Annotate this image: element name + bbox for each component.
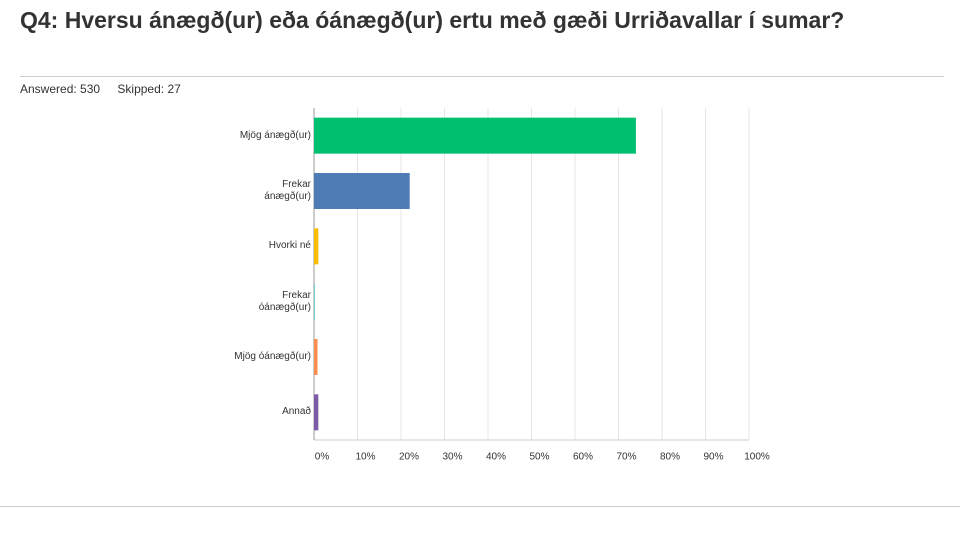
- divider: [0, 506, 960, 507]
- y-tick-label: Mjög ánægð(ur): [239, 129, 311, 141]
- x-tick-label: 60%: [573, 452, 593, 463]
- x-tick-label: 30%: [442, 452, 462, 463]
- bar: [314, 283, 315, 320]
- x-tick-label: 90%: [703, 452, 723, 463]
- skipped-count: Skipped: 27: [117, 82, 181, 96]
- question-title: Q4: Hversu ánægð(ur) eða óánægð(ur) ertu…: [20, 7, 845, 33]
- y-tick-label: Frekar óánægð(ur): [258, 289, 311, 313]
- x-tick-label: 80%: [660, 452, 680, 463]
- y-tick-label: Frekar ánægð(ur): [264, 179, 311, 202]
- y-tick-label: Annað: [282, 406, 311, 418]
- y-tick-label: Mjög óánægð(ur): [234, 351, 311, 362]
- x-tick-label: 10%: [355, 452, 375, 463]
- x-tick-label: 70%: [616, 452, 636, 463]
- response-stats: Answered: 530 Skipped: 27: [20, 82, 195, 96]
- x-tick-label: 40%: [486, 452, 506, 463]
- x-tick-label: 0%: [315, 452, 330, 463]
- bar: [314, 339, 318, 375]
- answered-count: Answered: 530: [20, 82, 101, 96]
- bar: [314, 228, 319, 265]
- bar: [314, 173, 410, 209]
- bar: [314, 394, 319, 431]
- bar: [314, 117, 636, 154]
- divider: [20, 76, 944, 77]
- x-tick-label: 50%: [529, 452, 549, 463]
- x-tick-label: 20%: [399, 452, 419, 463]
- x-tick-label: 100%: [744, 452, 770, 463]
- y-tick-label: Hvorki né: [268, 240, 311, 252]
